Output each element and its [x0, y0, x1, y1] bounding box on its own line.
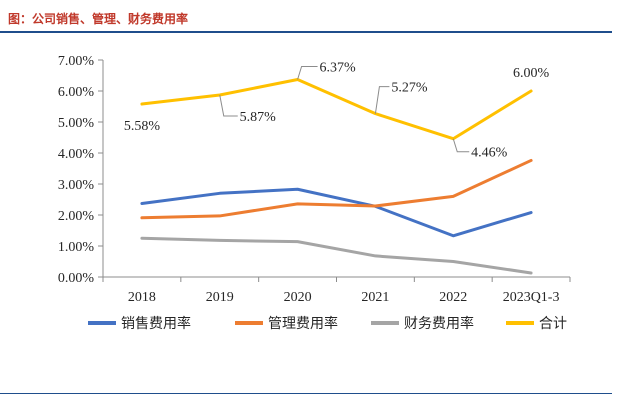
x-tick-label: 2021 [361, 290, 389, 305]
data-label: 5.27% [391, 81, 428, 96]
series-line [140, 236, 533, 275]
data-label: 4.46% [471, 146, 508, 161]
legend-label: 销售费用率 [121, 315, 191, 332]
data-label-leader [452, 138, 470, 153]
x-tick-label: 2020 [284, 290, 312, 305]
series-line [140, 158, 533, 220]
data-label: 5.58% [124, 119, 161, 134]
y-tick-labels: 0.00% 1.00% 2.00% 3.00% 4.00% 5.00% 6.00% 7.00% [58, 54, 95, 286]
data-label-leader [374, 86, 390, 114]
title-rule [0, 31, 612, 33]
legend-label: 管理费用率 [268, 315, 338, 332]
x-tick-labels: 2018 2019 2020 2021 2022 2023Q1-3 [128, 290, 560, 305]
data-labels: 5.58% 5.87% 6.37% 5.27% 4.46% 6.00% [124, 61, 550, 161]
y-tick-label: 1.00% [58, 240, 95, 255]
y-tick-label: 4.00% [58, 147, 95, 162]
legend: 销售费用率 管理费用率 财务费用率 合计 [88, 315, 567, 332]
data-label: 6.37% [319, 61, 356, 76]
data-label: 6.00% [513, 66, 550, 81]
legend-label: 合计 [539, 316, 567, 332]
y-tick-label: 0.00% [58, 271, 95, 286]
footer-rule [0, 393, 612, 394]
line-chart: 0.00% 1.00% 2.00% 3.00% 4.00% 5.00% 6.00% 7.00%… [58, 54, 571, 332]
y-tick-label: 6.00% [58, 85, 95, 100]
y-tick-label: 5.00% [58, 116, 95, 131]
x-tick-label: 2023Q1-3 [503, 290, 560, 305]
series-line [140, 78, 533, 141]
chart-axes [98, 59, 571, 282]
y-tick-label: 3.00% [58, 178, 95, 193]
x-tick-label: 2018 [128, 290, 156, 305]
data-label-leader [219, 94, 238, 117]
series-line [140, 187, 533, 238]
data-label: 5.87% [240, 110, 277, 125]
x-tick-label: 2022 [439, 290, 467, 305]
figure-title: 图：公司销售、管理、财务费用率 [8, 12, 189, 26]
x-tick-label: 2019 [206, 290, 234, 305]
legend-label: 财务费用率 [404, 315, 474, 332]
series-lines [140, 78, 533, 275]
y-tick-label: 7.00% [58, 54, 95, 69]
y-tick-label: 2.00% [58, 209, 95, 224]
data-label-leader [297, 66, 318, 80]
